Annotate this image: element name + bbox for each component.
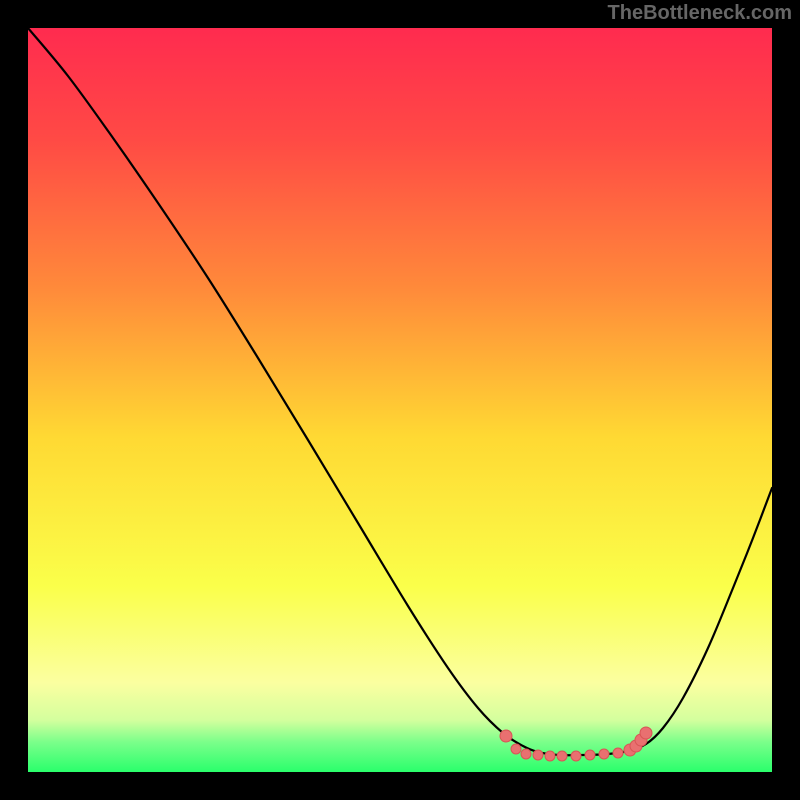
- marker-point: [640, 727, 652, 739]
- marker-point: [500, 730, 512, 742]
- marker-point: [599, 749, 609, 759]
- marker-point: [511, 744, 521, 754]
- marker-point: [571, 751, 581, 761]
- marker-point: [613, 748, 623, 758]
- marker-point: [545, 751, 555, 761]
- marker-point: [521, 749, 531, 759]
- marker-point: [557, 751, 567, 761]
- watermark-text: TheBottleneck.com: [608, 2, 792, 25]
- chart-svg: [28, 28, 772, 772]
- chart-container: [28, 28, 772, 772]
- plot-background: [28, 28, 772, 772]
- marker-point: [533, 750, 543, 760]
- marker-point: [585, 750, 595, 760]
